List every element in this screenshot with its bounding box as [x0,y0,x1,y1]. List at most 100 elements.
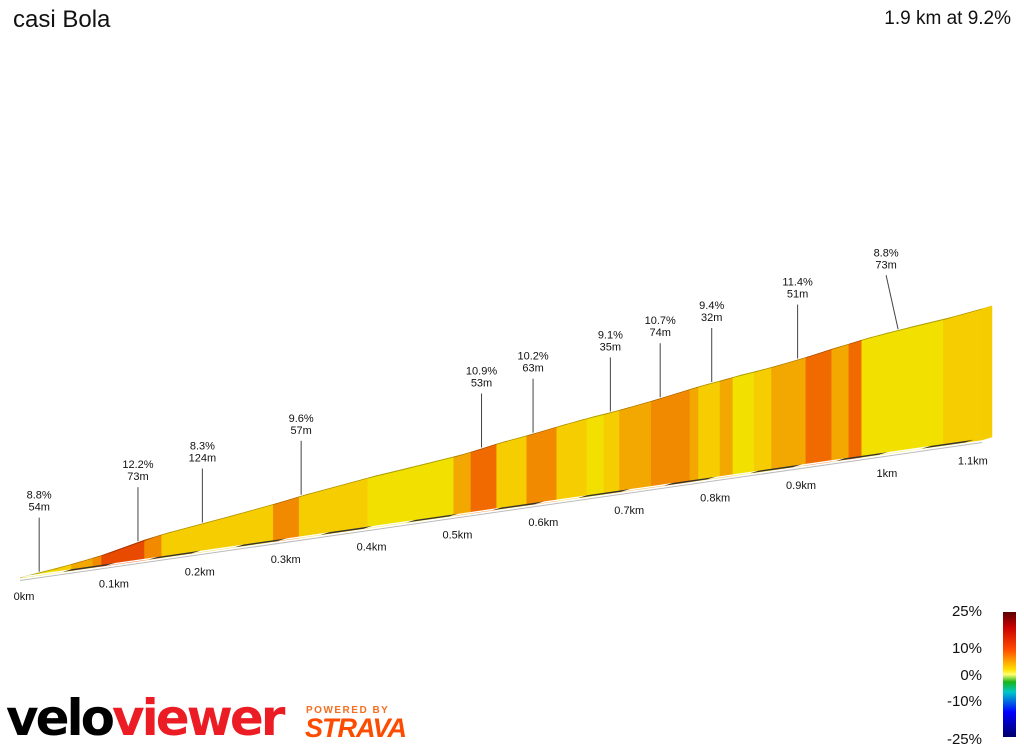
profile-segment-25 [732,371,755,477]
baseline-strip-20 [878,445,931,455]
x-tick-label: 0.4km [357,542,387,554]
baseline-strip-10 [449,507,502,517]
profile-segment-21 [651,389,691,488]
logo-velo: velo [6,689,115,747]
baseline-strip-8 [363,519,416,529]
legend-label-25: 25% [951,603,982,620]
baseline-strip-15 [664,476,717,486]
baseline-strip-21 [921,439,974,449]
annotation-length-9: 51m [787,289,808,301]
x-tick-label: 0.5km [442,529,472,541]
profile-segment-14 [496,435,528,510]
profile-segment-24 [719,377,734,478]
baseline-strip-16 [707,470,760,480]
profile-segment-26 [754,367,772,473]
annotation-grade-1: 12.2% [122,459,153,471]
legend-label-minus-25: -25% [946,731,982,748]
baseline-strip-2 [105,556,158,566]
profile-end-cap [981,305,993,441]
profile-segment-22 [689,386,699,483]
baseline-strip-11 [492,501,545,511]
profile-segment-12 [453,451,472,517]
x-tick-label: 1.1km [958,455,988,467]
gradient-legend: 25% 10% 0% -10% -25% [947,603,1024,750]
annotation-grade-7: 10.7% [645,315,676,327]
profile-segment-23 [698,380,721,482]
x-tick-label: 0.3km [271,554,301,566]
profile-segment-33 [904,319,944,452]
profile-segment-31 [861,335,880,458]
annotation-grade-4: 10.9% [466,366,497,378]
baseline-strip-18 [793,458,845,468]
profile-segment-28 [805,348,832,466]
powered-by-label: POWERED BY [306,705,390,716]
annotation-grade-0: 8.8% [27,490,52,502]
x-tick-label: 0.7km [614,505,644,517]
x-tick-label: 0.9km [786,480,816,492]
x-tick-label: 0.1km [99,579,129,591]
annotation-grade-3: 9.6% [289,413,314,425]
baseline-strip-14 [621,482,674,492]
annotation-grade-2: 8.3% [190,440,215,452]
annotation-length-7: 74m [649,327,670,339]
veloviewer-logo[interactable]: veloviewer [6,688,285,748]
baseline-strip-1 [62,562,115,572]
profile-segment-13 [470,443,498,514]
strava-logo[interactable]: STRAVA [305,713,407,743]
baseline-strip-9 [406,513,459,523]
logo-viewer: viewer [112,689,285,747]
annotation-grade-6: 9.1% [598,329,623,341]
annotation-grade-10: 8.8% [874,247,899,259]
profile-segment-18 [586,414,605,498]
profile-segment-5 [144,534,163,561]
gradient-color-bar [1003,612,1016,737]
baseline-strip-4 [191,544,244,554]
annotation-length-0: 54m [28,502,49,514]
annotation-grade-9: 11.4% [782,277,813,289]
annotation-length-10: 73m [875,259,896,271]
elevation-profile-chart: 0km 0.1km 0.2km 0.3km 0.4km 0.5km 0.6km 0.7km 0.… [14,247,993,603]
baseline-strip-7 [320,526,373,535]
baseline-strip-6 [277,532,330,542]
legend-label-minus-10: -10% [946,693,982,710]
profile-segment-16 [556,421,575,502]
profile-segment-10 [367,469,403,529]
branding: veloviewer POWERED BY STRAVA [6,688,426,748]
profile-segment-20 [619,400,652,493]
annotation-length-3: 57m [290,425,311,437]
baseline-strip-5 [234,538,287,548]
x-tick-label: 0km [14,591,35,603]
baseline-strip-12 [535,495,588,505]
profile-segment-30 [848,339,863,460]
climb-summary: 1.9 km at 9.2% [884,8,1011,29]
profile-segment-11 [401,456,455,524]
legend-label-0: 0% [960,667,982,684]
annotation-grade-5: 10.2% [517,351,548,363]
profile-segment-29 [831,343,850,462]
annotation-line-10 [885,275,899,330]
baseline-strip-13 [578,489,631,498]
x-tick-label: 0.2km [185,566,215,578]
x-tick-label: 0.8km [700,492,730,504]
legend-label-10: 10% [951,640,982,657]
annotation-length-8: 32m [701,312,722,324]
annotation-length-2: 124m [189,452,217,464]
page-title: casi Bola [13,6,111,33]
x-tick-label: 0.6km [528,517,558,529]
annotation-grade-8: 9.4% [699,300,724,312]
baseline-shadow [19,442,983,581]
baseline-strip-17 [750,464,803,474]
profile-segment-34 [943,308,983,446]
annotation-length-6: 35m [600,341,621,353]
baseline-strip-0 [20,569,72,578]
annotation-length-4: 53m [471,378,492,390]
baseline-strip-3 [148,550,201,560]
profile-segment-27 [771,357,807,471]
annotation-length-1: 73m [127,471,148,483]
profile-segment-32 [878,328,905,456]
annotation-length-5: 63m [522,363,543,375]
profile-segment-19 [603,410,620,495]
baseline-strip-19 [835,452,888,461]
profile-segment-15 [526,426,558,506]
profile-segment-17 [573,418,588,499]
